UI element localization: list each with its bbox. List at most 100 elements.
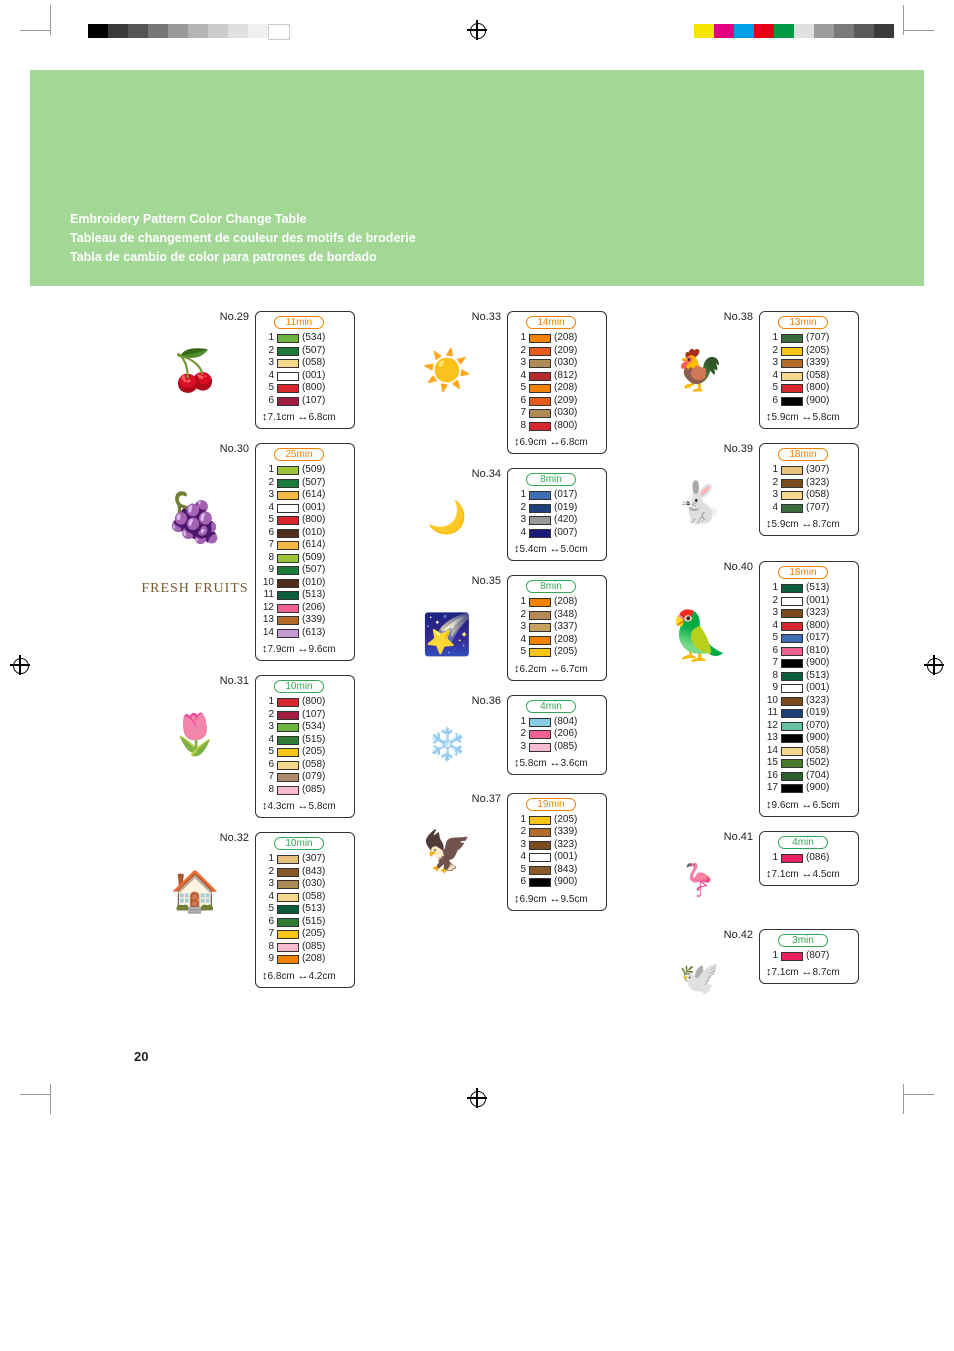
pattern-p34: No.34🌙8min1(017)2(019)3(420)4(007)↕5.4cm… bbox=[387, 468, 627, 561]
color-swatch bbox=[781, 504, 803, 513]
column-3: No.38🐓13min1(707)2(205)3(339)4(058)5(800… bbox=[639, 311, 879, 1027]
header-panel: Embroidery Pattern Color Change Table Ta… bbox=[30, 70, 924, 286]
color-swatch bbox=[781, 479, 803, 488]
color-swatch bbox=[277, 855, 299, 864]
color-code: (010) bbox=[302, 577, 325, 590]
stitch-time: 25min bbox=[274, 448, 324, 461]
color-index: 4 bbox=[262, 502, 274, 515]
color-swatch bbox=[781, 772, 803, 781]
registration-mark-icon bbox=[467, 20, 487, 40]
color-code: (420) bbox=[554, 514, 577, 527]
color-code: (206) bbox=[302, 602, 325, 615]
color-row: 8(085) bbox=[262, 941, 348, 954]
color-swatch bbox=[277, 604, 299, 613]
color-swatch bbox=[277, 359, 299, 368]
color-index: 8 bbox=[262, 784, 274, 797]
color-swatch bbox=[529, 516, 551, 525]
color-index: 5 bbox=[514, 382, 526, 395]
color-index: 2 bbox=[262, 345, 274, 358]
color-index: 4 bbox=[262, 734, 274, 747]
color-swatch bbox=[277, 698, 299, 707]
color-index: 1 bbox=[514, 596, 526, 609]
color-code: (804) bbox=[554, 716, 577, 729]
color-row: 7(900) bbox=[766, 657, 852, 670]
color-index: 6 bbox=[766, 645, 778, 658]
color-code: (030) bbox=[302, 878, 325, 891]
color-row: 4(208) bbox=[514, 634, 600, 647]
color-index: 8 bbox=[262, 552, 274, 565]
color-swatch bbox=[277, 504, 299, 513]
color-code: (843) bbox=[554, 864, 577, 877]
color-row: 3(030) bbox=[514, 357, 600, 370]
color-swatch bbox=[781, 734, 803, 743]
print-markers-bottom bbox=[0, 1084, 954, 1114]
color-swatch bbox=[277, 334, 299, 343]
color-index: 1 bbox=[514, 489, 526, 502]
color-index: 7 bbox=[766, 657, 778, 670]
pattern-p38: No.38🐓13min1(707)2(205)3(339)4(058)5(800… bbox=[639, 311, 879, 429]
column-2: No.33☀️14min1(208)2(209)3(030)4(812)5(20… bbox=[387, 311, 627, 925]
color-swatch bbox=[529, 730, 551, 739]
color-code: (515) bbox=[302, 916, 325, 929]
color-index: 12 bbox=[262, 602, 274, 615]
color-index: 2 bbox=[262, 477, 274, 490]
color-swatch bbox=[781, 634, 803, 643]
pattern-number: No.41 bbox=[724, 831, 753, 843]
color-index: 2 bbox=[262, 866, 274, 879]
pattern-thumbnail: 🐓 bbox=[654, 325, 744, 415]
color-swatch bbox=[781, 347, 803, 356]
color-code: (502) bbox=[806, 757, 829, 770]
color-code: (070) bbox=[806, 720, 829, 733]
color-index: 3 bbox=[766, 489, 778, 502]
color-index: 1 bbox=[262, 332, 274, 345]
print-markers-top bbox=[0, 20, 954, 50]
pattern-number: No.40 bbox=[724, 561, 753, 573]
color-swatch bbox=[529, 636, 551, 645]
pattern-thumbnail: 🏠 bbox=[150, 846, 240, 936]
color-code: (205) bbox=[302, 746, 325, 759]
color-row: 5(205) bbox=[262, 746, 348, 759]
color-code: (707) bbox=[806, 332, 829, 345]
color-row: 1(509) bbox=[262, 464, 348, 477]
color-index: 12 bbox=[766, 720, 778, 733]
pattern-dimensions: ↕5.4cm ↔5.0cm bbox=[514, 543, 600, 555]
color-index: 1 bbox=[766, 950, 778, 963]
color-code: (019) bbox=[554, 502, 577, 515]
column-1: No.29🍒11min1(534)2(507)3(058)4(001)5(800… bbox=[135, 311, 375, 1002]
color-index: 1 bbox=[514, 814, 526, 827]
color-row: 1(534) bbox=[262, 332, 348, 345]
color-swatch bbox=[277, 918, 299, 927]
color-row: 5(800) bbox=[262, 514, 348, 527]
color-swatch bbox=[529, 334, 551, 343]
color-index: 5 bbox=[514, 864, 526, 877]
color-index: 6 bbox=[514, 395, 526, 408]
color-index: 2 bbox=[514, 609, 526, 622]
color-swatch bbox=[529, 718, 551, 727]
color-code: (209) bbox=[554, 395, 577, 408]
color-index: 6 bbox=[766, 395, 778, 408]
color-index: 4 bbox=[514, 527, 526, 540]
color-swatch bbox=[781, 609, 803, 618]
color-index: 5 bbox=[766, 382, 778, 395]
color-code: (205) bbox=[554, 814, 577, 827]
color-index: 15 bbox=[766, 757, 778, 770]
color-row: 2(507) bbox=[262, 345, 348, 358]
color-swatch bbox=[781, 672, 803, 681]
color-code: (900) bbox=[806, 732, 829, 745]
color-row: 10(323) bbox=[766, 695, 852, 708]
title-en: Embroidery Pattern Color Change Table bbox=[70, 210, 884, 229]
color-index: 2 bbox=[514, 502, 526, 515]
color-row: 4(800) bbox=[766, 620, 852, 633]
color-index: 1 bbox=[262, 696, 274, 709]
color-index: 14 bbox=[262, 627, 274, 640]
color-swatch bbox=[277, 566, 299, 575]
pattern-number: No.37 bbox=[472, 793, 501, 805]
color-info-box: 10min1(307)2(843)3(030)4(058)5(513)6(515… bbox=[255, 832, 355, 988]
color-swatch bbox=[781, 622, 803, 631]
color-row: 11(513) bbox=[262, 589, 348, 602]
color-code: (208) bbox=[554, 596, 577, 609]
color-index: 6 bbox=[262, 527, 274, 540]
pattern-thumbnail: 🌙 bbox=[402, 482, 492, 552]
stitch-time: 3min bbox=[778, 934, 828, 947]
color-row: 3(058) bbox=[766, 489, 852, 502]
